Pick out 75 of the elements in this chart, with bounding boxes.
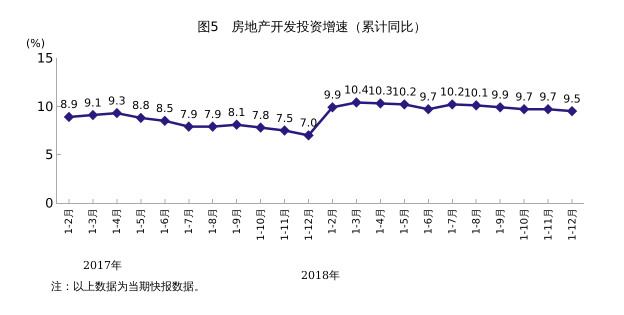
text: 2017年	[83, 259, 122, 272]
text: 8.8	[132, 99, 150, 112]
text: 10.3	[368, 84, 393, 98]
text: 7.9	[180, 108, 198, 121]
text: 10.4	[344, 84, 369, 97]
text: 10.2	[392, 86, 417, 99]
text: 7.5	[276, 112, 294, 125]
point	[160, 116, 170, 126]
text: 7.8	[252, 108, 270, 122]
x-tick-label: 1-8月	[208, 208, 219, 234]
text: 8.1	[228, 106, 246, 119]
y-tick-label: 5	[45, 148, 54, 164]
point	[351, 97, 362, 108]
x-tick-label: 1-2月	[64, 208, 76, 234]
text: 9.7	[515, 90, 533, 104]
point	[88, 110, 98, 120]
point	[279, 125, 290, 136]
x-tick-label: 1-3月	[352, 208, 363, 234]
y-axis-title: (%)	[26, 37, 46, 50]
x-tick-label: 1-8月	[471, 208, 482, 234]
text: 10.2	[440, 86, 464, 99]
point	[255, 122, 266, 133]
point	[184, 121, 194, 132]
x-tick-label: 1-11月	[543, 208, 554, 241]
y-tick-label: 10	[36, 100, 54, 115]
text: 9.1	[84, 96, 102, 110]
x-tick-label: 1-10月	[256, 208, 267, 241]
text: 9.7	[420, 90, 438, 104]
x-tick-label: 1-5月	[400, 208, 411, 234]
point	[208, 121, 218, 132]
text: 7.0	[300, 116, 318, 130]
text: 8.5	[156, 102, 174, 116]
x-tick-label: 1-7月	[448, 208, 458, 234]
x-tick-label: 1-4月	[112, 208, 124, 234]
text: 9.7	[539, 90, 557, 104]
text: 7.9	[204, 108, 222, 121]
x-tick-label: 1-12月	[567, 208, 578, 241]
x-tick-label: 1-10月	[519, 208, 530, 241]
point	[327, 102, 338, 112]
text: 9.9	[491, 88, 509, 102]
x-tick-label: 1-7月	[184, 208, 195, 234]
point	[303, 130, 314, 141]
x-tick-label: 1-9月	[232, 208, 243, 234]
text: 8.9	[60, 98, 78, 112]
x-tick-label: 1-6月	[424, 208, 435, 234]
point	[518, 104, 530, 114]
x-tick-label: 1-5月	[136, 208, 148, 234]
text: 9.5	[563, 92, 581, 106]
x-tick-label: 1-9月	[495, 208, 506, 234]
chart-title: 图5 房地产开发投资增速（累计同比）	[197, 19, 427, 36]
y-tick-label: 0	[45, 196, 54, 212]
point	[136, 112, 146, 124]
point	[375, 98, 386, 109]
point	[471, 100, 482, 111]
point	[399, 99, 410, 110]
point	[231, 120, 242, 130]
x-tick-label: 1-4月	[376, 208, 387, 234]
x-tick-label: 1-12月	[304, 208, 315, 241]
text: 10.1	[464, 86, 488, 100]
point	[566, 106, 578, 116]
text: 注：以上数据为当期快报数据。	[51, 280, 205, 293]
y-tick-label: 15	[36, 52, 54, 67]
x-tick-label: 1-11月	[280, 208, 291, 241]
x-tick-label: 1-3月	[88, 208, 100, 234]
text: 9.9	[324, 88, 342, 102]
x-tick-label: 1-6月	[160, 208, 172, 234]
text: 2018年	[301, 269, 340, 282]
point	[542, 104, 554, 114]
point	[112, 108, 122, 118]
point	[64, 112, 74, 122]
text: 9.3	[108, 94, 126, 108]
point	[423, 104, 434, 114]
point	[494, 102, 506, 112]
point	[447, 99, 458, 110]
x-tick-label: 1-2月	[328, 208, 339, 234]
